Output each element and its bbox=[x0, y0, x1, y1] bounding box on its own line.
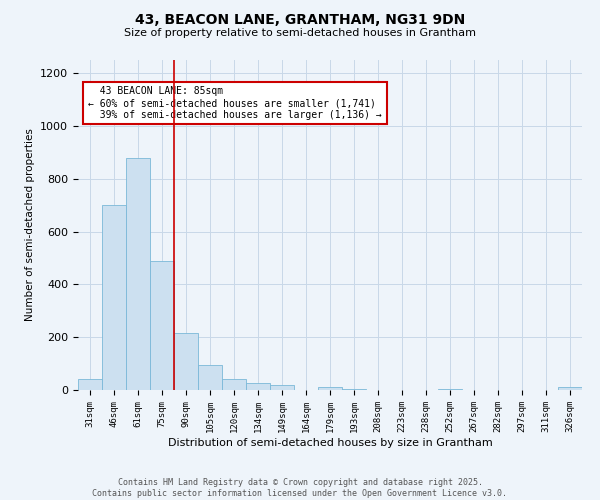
Bar bbox=[558, 388, 582, 390]
Bar bbox=[222, 379, 246, 390]
Bar bbox=[174, 333, 198, 390]
Text: Contains HM Land Registry data © Crown copyright and database right 2025.
Contai: Contains HM Land Registry data © Crown c… bbox=[92, 478, 508, 498]
Bar bbox=[318, 388, 342, 390]
Bar bbox=[198, 365, 222, 390]
Bar bbox=[438, 388, 462, 390]
Text: 43, BEACON LANE, GRANTHAM, NG31 9DN: 43, BEACON LANE, GRANTHAM, NG31 9DN bbox=[135, 12, 465, 26]
Bar bbox=[126, 158, 150, 390]
Bar bbox=[102, 205, 126, 390]
Bar bbox=[246, 384, 270, 390]
X-axis label: Distribution of semi-detached houses by size in Grantham: Distribution of semi-detached houses by … bbox=[167, 438, 493, 448]
Bar bbox=[270, 384, 294, 390]
Text: Size of property relative to semi-detached houses in Grantham: Size of property relative to semi-detach… bbox=[124, 28, 476, 38]
Bar bbox=[78, 380, 102, 390]
Y-axis label: Number of semi-detached properties: Number of semi-detached properties bbox=[25, 128, 35, 322]
Text: 43 BEACON LANE: 85sqm
← 60% of semi-detached houses are smaller (1,741)
  39% of: 43 BEACON LANE: 85sqm ← 60% of semi-deta… bbox=[88, 86, 382, 120]
Bar bbox=[150, 260, 174, 390]
Bar bbox=[342, 388, 366, 390]
